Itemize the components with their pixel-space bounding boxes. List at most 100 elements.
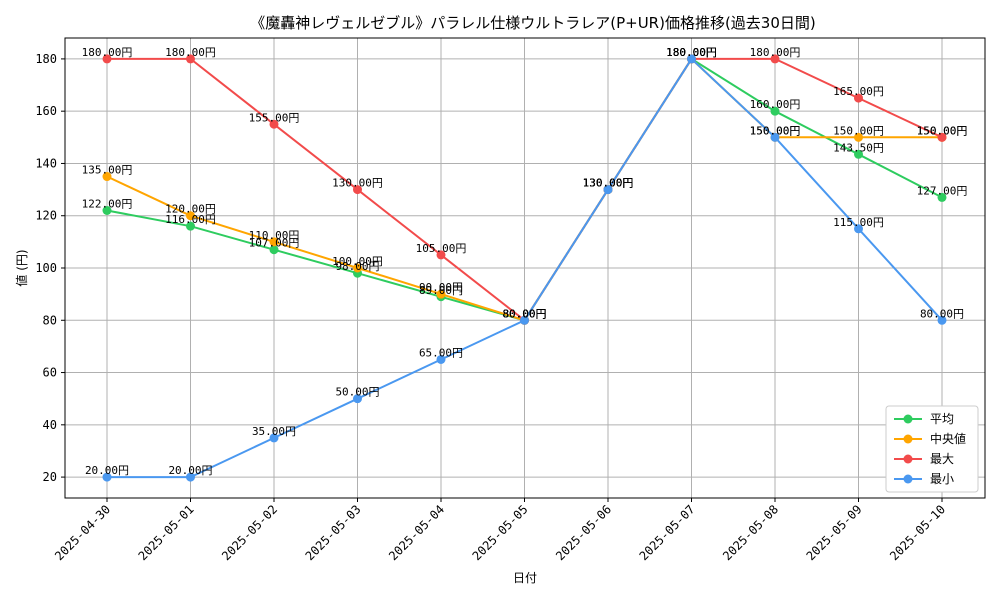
data-point [854,224,863,234]
data-point [937,132,947,142]
data-point [770,106,780,116]
data-label: 180.00円 [82,46,133,59]
data-label: 120.00円 [165,203,216,216]
data-label: 180.00円 [666,46,717,59]
data-label: 80.00円 [502,307,546,320]
y-tick-label: 100 [35,261,57,275]
y-tick-label: 160 [35,104,57,118]
data-label: 130.00円 [583,177,634,190]
data-label: 80.00円 [920,307,964,320]
x-axis-label: 日付 [513,571,537,585]
data-point [854,132,863,142]
data-label: 100.00円 [332,255,383,268]
data-point [937,192,947,202]
data-point [269,237,279,247]
data-label: 155.00円 [249,111,300,124]
data-point [186,221,195,231]
data-point [186,54,195,64]
y-tick-label: 40 [43,418,57,432]
data-point [186,472,195,482]
data-label: 150.00円 [750,124,801,137]
data-label: 130.00円 [332,177,383,190]
y-axis-ticks: 20 40 60 80 100 120 140 160 180 [35,52,65,484]
data-point [269,433,279,443]
data-label: 130.00円 [583,177,634,190]
legend-marker [903,434,913,444]
data-label: 130.00円 [583,177,634,190]
data-point [436,289,446,299]
data-labels: 122.00円 116.00円 107.00円 98.00円 89.00円 80.00円 1… [82,46,968,477]
data-point [269,119,279,129]
data-point [520,315,529,325]
legend-marker [903,414,913,424]
legend-marker [903,454,913,464]
y-tick-label: 20 [43,470,57,484]
data-label: 160.00円 [750,98,801,111]
data-label: 180.00円 [666,46,717,59]
data-label: 80.00円 [502,307,546,320]
data-point [186,211,195,221]
series-lines [102,54,947,482]
data-point [353,263,362,273]
legend-entry: 平均 [930,412,954,426]
data-label: 143.50円 [833,141,884,154]
legend-entry: 中央値 [930,431,966,446]
data-point [436,250,446,260]
data-label: 20.00円 [168,464,212,477]
data-point [770,132,780,142]
legend-entry: 最大 [930,452,954,466]
data-label: 135.00円 [82,164,133,177]
data-point [102,206,112,215]
data-label: 130.00円 [583,177,634,190]
y-tick-label: 180 [35,52,57,66]
y-axis-label: 値 (円) [14,249,29,286]
data-label: 150.00円 [833,124,884,137]
data-point [353,185,362,195]
data-label: 110.00円 [249,229,300,242]
legend-marker [903,474,913,484]
data-point [269,245,279,255]
data-label: 90.00円 [419,281,463,294]
data-point [687,54,696,64]
chart-title: 《魔轟神レヴェルゼブル》パラレル仕様ウルトラレア(P+UR)価格推移(過去30日… [250,14,816,32]
data-label: 150.00円 [917,124,968,137]
data-label: 65.00円 [419,346,463,359]
y-tick-label: 80 [43,313,57,327]
data-label: 127.00円 [917,184,968,197]
data-label: 116.00円 [165,213,216,226]
y-tick-label: 60 [43,366,57,380]
y-tick-label: 140 [35,156,57,170]
data-label: 150.00円 [917,124,968,137]
data-label: 107.00円 [249,237,300,250]
data-point [102,472,112,482]
data-label: 80.00円 [502,307,546,320]
legend-box [885,405,979,493]
data-label: 98.00円 [335,260,379,273]
data-label: 180.00円 [666,46,717,59]
data-label: 50.00円 [335,386,379,399]
data-point [770,54,780,64]
legend-entry: 最小 [930,472,954,486]
data-point [937,315,947,325]
data-label: 105.00円 [416,242,467,255]
data-point [603,185,613,195]
data-point [102,54,112,64]
data-label: 180.00円 [666,46,717,59]
data-point [102,172,112,182]
data-label: 89.00円 [419,284,463,297]
data-label: 20.00円 [85,464,129,477]
data-point [353,394,362,404]
data-label: 35.00円 [252,425,296,438]
data-label: 80.00円 [502,307,546,320]
data-label: 165.00円 [833,85,884,98]
data-label: 115.00円 [833,216,884,229]
data-point [854,149,863,159]
data-label: 180.00円 [165,46,216,59]
data-point [436,354,446,364]
y-tick-label: 120 [35,209,57,223]
data-label: 180.00円 [750,46,801,59]
data-label: 150.00円 [750,124,801,137]
data-label: 122.00円 [82,198,133,211]
